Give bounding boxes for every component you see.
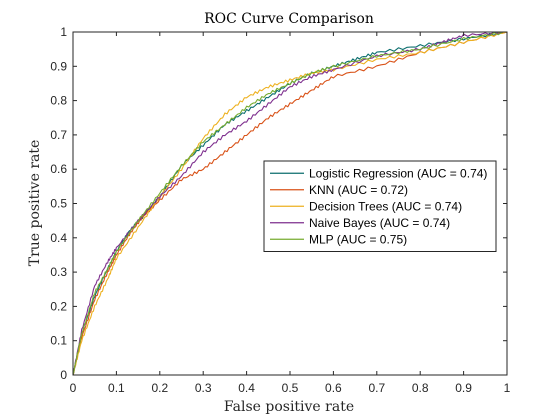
- y-tick-label: 0.6: [50, 162, 67, 176]
- x-tick-label: 0.3: [195, 381, 212, 395]
- legend-label: Naive Bayes (AUC = 0.74): [309, 216, 450, 230]
- x-tick-label: 0.9: [455, 381, 472, 395]
- x-tick-label: 1: [504, 381, 511, 395]
- y-tick-label: 0.7: [50, 128, 67, 142]
- y-tick-label: 0.2: [50, 299, 67, 313]
- legend-label: Logistic Regression (AUC = 0.74): [309, 166, 487, 180]
- x-tick-label: 0: [70, 381, 77, 395]
- series-line-2: [72, 31, 508, 376]
- y-tick-label: 1: [60, 25, 67, 39]
- x-tick-label: 0.7: [368, 381, 385, 395]
- x-tick-label: 0.2: [151, 381, 168, 395]
- x-axis-label: False positive rate: [224, 399, 354, 415]
- y-tick-label: 0.3: [50, 265, 67, 279]
- legend-label: Decision Trees (AUC = 0.74): [309, 199, 462, 213]
- y-tick-label: 0.9: [50, 59, 67, 73]
- chart-title: ROC Curve Comparison: [204, 11, 374, 27]
- x-tick-label: 0.1: [108, 381, 125, 395]
- y-tick-label: 0: [60, 368, 67, 382]
- y-axis-label: True positive rate: [27, 140, 43, 267]
- x-tick-label: 0.6: [325, 381, 342, 395]
- x-tick-label: 0.4: [238, 381, 255, 395]
- y-tick-label: 0.8: [50, 94, 67, 108]
- y-tick-label: 0.1: [50, 334, 67, 348]
- y-tick-label: 0.4: [50, 231, 67, 245]
- series-line-4: [72, 31, 507, 376]
- series-line-3: [72, 31, 507, 376]
- legend-label: KNN (AUC = 0.72): [309, 183, 408, 197]
- series-line-1: [72, 31, 508, 376]
- x-tick-label: 0.5: [282, 381, 299, 395]
- x-tick-label: 0.8: [412, 381, 429, 395]
- legend-label: MLP (AUC = 0.75): [309, 232, 407, 246]
- y-tick-label: 0.5: [50, 197, 67, 211]
